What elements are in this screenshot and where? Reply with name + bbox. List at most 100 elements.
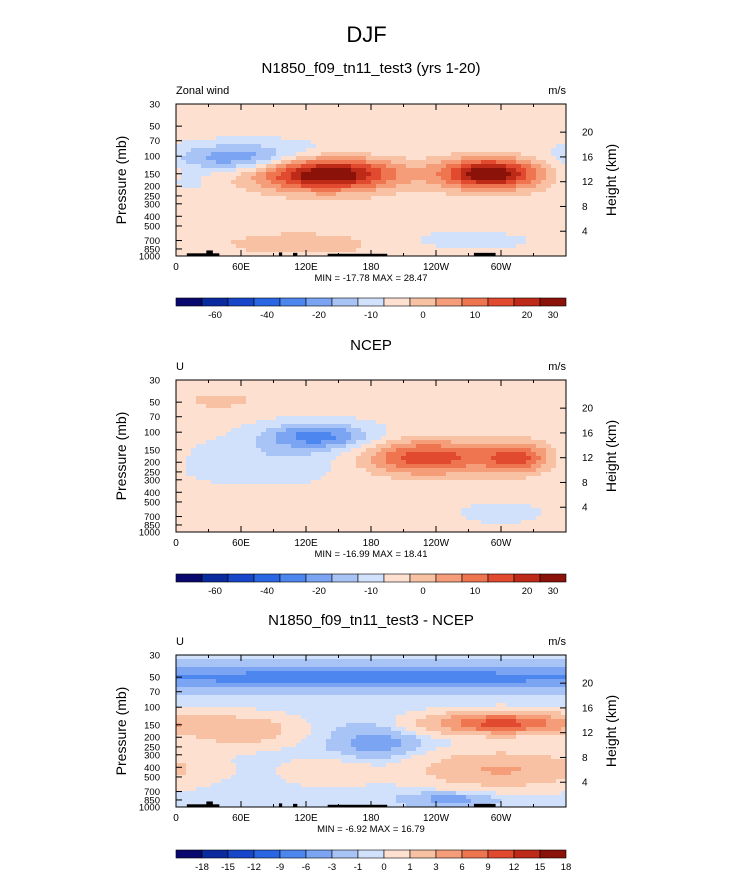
field-cell xyxy=(351,176,357,181)
field-cell xyxy=(361,464,367,469)
field-cell xyxy=(226,148,232,153)
field-cell xyxy=(486,200,492,205)
field-cell xyxy=(211,172,217,177)
field-cell xyxy=(181,216,187,221)
field-cell xyxy=(441,468,447,473)
field-cell xyxy=(231,152,237,157)
field-cell xyxy=(446,200,452,205)
field-cell xyxy=(356,408,362,413)
field-cell xyxy=(376,244,382,249)
field-cell xyxy=(361,460,367,465)
field-cell xyxy=(181,468,187,473)
field-cell xyxy=(501,416,507,421)
field-cell xyxy=(311,216,317,221)
field-cell xyxy=(491,148,497,153)
field-cell xyxy=(296,424,302,429)
field-cell xyxy=(561,400,566,405)
field-cell xyxy=(251,116,257,121)
field-cell xyxy=(186,212,192,217)
field-cell xyxy=(286,248,292,253)
field-cell xyxy=(371,416,377,421)
field-cell xyxy=(481,236,487,241)
field-cell xyxy=(491,464,497,469)
field-cell xyxy=(256,228,262,233)
field-cell xyxy=(306,412,312,417)
field-cell xyxy=(386,220,392,225)
field-cell xyxy=(466,172,472,177)
field-cell xyxy=(371,436,377,441)
field-cell xyxy=(511,140,517,145)
field-cell xyxy=(546,464,552,469)
field-cell xyxy=(386,112,392,117)
field-cell xyxy=(231,148,237,153)
field-cell xyxy=(341,396,347,401)
field-cell xyxy=(451,444,457,449)
field-cell xyxy=(391,444,397,449)
field-cell xyxy=(521,152,527,157)
field-cell xyxy=(346,184,352,189)
field-cell xyxy=(441,224,447,229)
field-cell xyxy=(281,416,287,421)
field-cell xyxy=(516,428,522,433)
field-cell xyxy=(351,412,357,417)
field-cell xyxy=(236,252,242,256)
field-cell xyxy=(301,184,307,189)
field-cell xyxy=(286,216,292,221)
field-cell xyxy=(556,148,562,153)
field-cell xyxy=(331,240,337,245)
field-cell xyxy=(401,468,407,473)
field-cell xyxy=(476,460,482,465)
field-cell xyxy=(201,472,207,477)
field-cell xyxy=(261,124,267,129)
field-cell xyxy=(551,136,557,141)
field-cell xyxy=(346,216,352,221)
field-cell xyxy=(256,420,262,425)
field-cell xyxy=(386,468,392,473)
field-cell xyxy=(371,180,377,185)
field-cell xyxy=(356,432,362,437)
field-cell xyxy=(291,392,297,397)
field-cell xyxy=(296,112,302,117)
field-cell xyxy=(306,236,312,241)
field-cell xyxy=(236,428,242,433)
field-cell xyxy=(401,108,407,113)
field-cell xyxy=(216,468,222,473)
field-cell xyxy=(546,108,552,113)
field-cell xyxy=(321,248,327,253)
field-cell xyxy=(286,148,292,153)
field-cell xyxy=(461,184,467,189)
field-cell xyxy=(336,208,342,213)
field-cell xyxy=(496,448,502,453)
field-cell xyxy=(416,216,422,221)
field-cell xyxy=(501,252,507,256)
field-cell xyxy=(381,104,387,109)
field-cell xyxy=(431,160,437,165)
field-cell xyxy=(501,420,507,425)
field-cell xyxy=(501,244,507,249)
field-cell xyxy=(351,228,357,233)
field-cell xyxy=(386,400,392,405)
field-cell xyxy=(326,384,332,389)
field-cell xyxy=(536,156,542,161)
field-cell xyxy=(336,136,342,141)
field-cell xyxy=(301,220,307,225)
field-cell xyxy=(266,176,272,181)
field-cell xyxy=(226,188,232,193)
field-cell xyxy=(516,220,522,225)
field-cell xyxy=(246,172,252,177)
field-cell xyxy=(376,220,382,225)
field-cell xyxy=(481,232,487,237)
field-cell xyxy=(241,416,247,421)
field-cell xyxy=(311,472,317,477)
field-cell xyxy=(491,420,497,425)
field-cell xyxy=(326,420,332,425)
field-cell xyxy=(286,444,292,449)
field-cell xyxy=(436,112,442,117)
field-cell xyxy=(271,192,277,197)
field-cell xyxy=(191,164,197,169)
field-cell xyxy=(496,112,502,117)
field-cell xyxy=(541,172,547,177)
field-cell xyxy=(311,116,317,121)
field-cell xyxy=(371,232,377,237)
field-cell xyxy=(301,420,307,425)
